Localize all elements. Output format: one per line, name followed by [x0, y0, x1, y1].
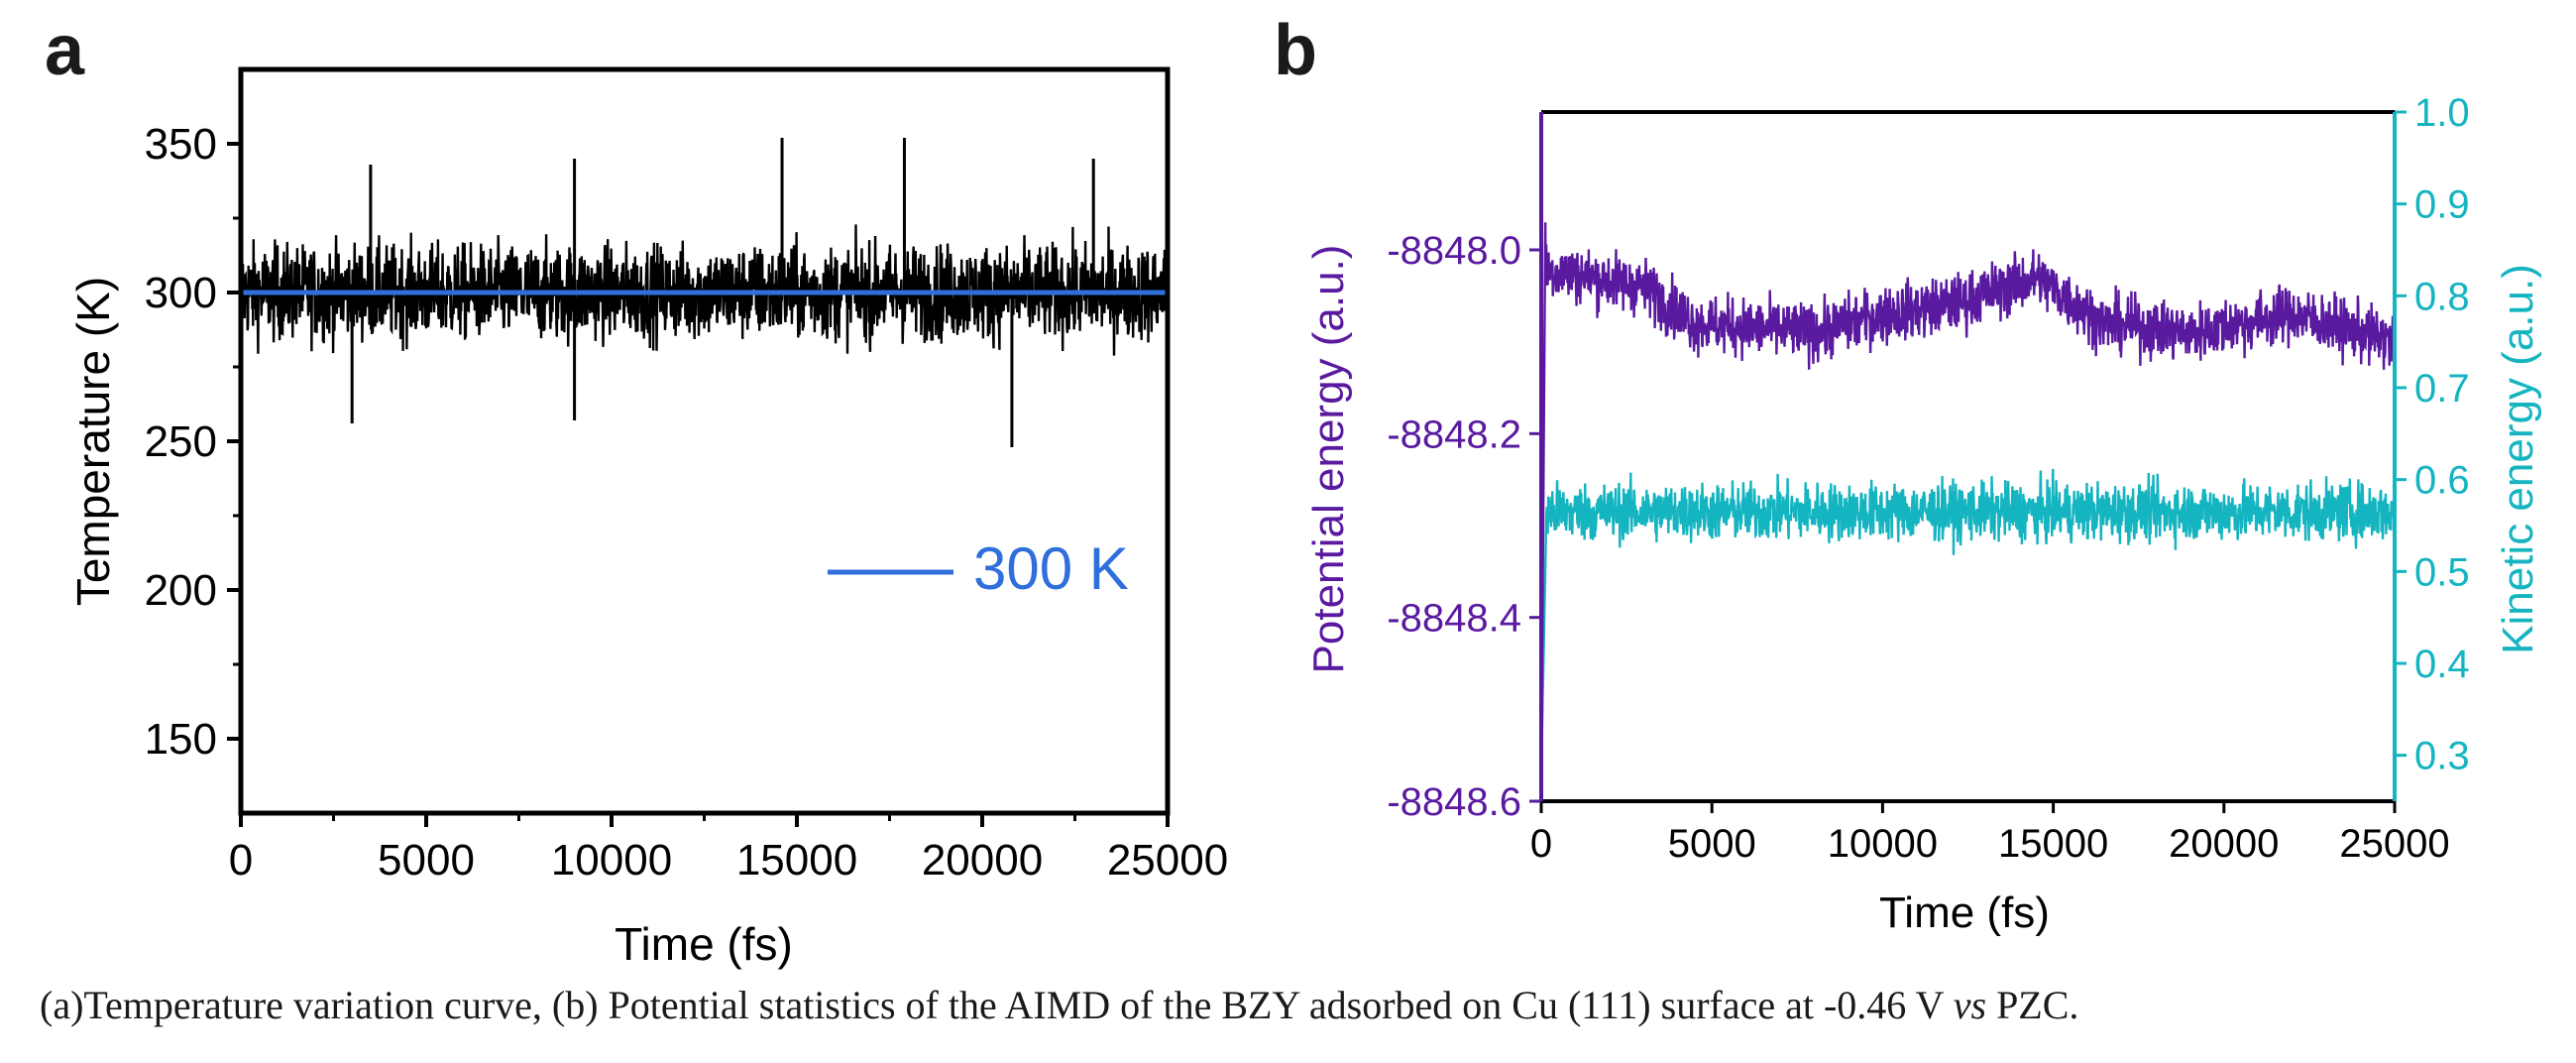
- panel-b-x-axis-label: Time (fs): [1879, 888, 2050, 937]
- panel-b: b 0 5000 10000 15000 20000 25000 -8848.0-8848…: [1274, 11, 2542, 937]
- x-tick-label: 20000: [922, 836, 1043, 885]
- x-tick-label: 10000: [551, 836, 672, 885]
- y-tick-label: 300: [145, 269, 217, 317]
- panel-label-a: a: [45, 11, 85, 90]
- panel-a-legend: 300 K: [828, 535, 1129, 602]
- figure-caption: (a)Temperature variation curve, (b) Pote…: [40, 982, 2557, 1028]
- x-tick-label: 0: [1530, 822, 1552, 866]
- x-tick-label: 0: [229, 836, 253, 885]
- x-tick-label: 15000: [736, 836, 857, 885]
- kinetic-energy-trace: [1539, 468, 2397, 774]
- y-tick-label: -8848.6: [1387, 780, 1521, 824]
- x-tick-label: 15000: [1998, 822, 2108, 866]
- panel-b-y2-axis-label: Kinetic energy (a.u.): [2494, 264, 2542, 654]
- x-tick-label: 5000: [378, 836, 475, 885]
- panel-a-frame: [238, 66, 1171, 816]
- y2-tick-label: 0.8: [2414, 275, 2470, 318]
- y2-tick-label: 0.9: [2414, 183, 2470, 227]
- panel-a-y-ticks: 150 200 250 300 350: [145, 120, 241, 764]
- panel-a-traces: [239, 138, 1170, 496]
- x-tick-label: 20000: [2169, 822, 2279, 866]
- potential-energy-trace: [1539, 222, 2397, 802]
- legend-label-300k: 300 K: [973, 535, 1129, 602]
- panel-b-traces: [1539, 222, 2397, 802]
- y2-tick-label: 0.5: [2414, 550, 2470, 594]
- panel-b-y-axis-label: Potential energy (a.u.): [1304, 245, 1353, 674]
- panel-b-y-ticks: -8848.0 -8848.2 -8848.4 -8848.6: [1387, 229, 1541, 824]
- caption-text: (a)Temperature variation curve, (b) Pote…: [40, 983, 1954, 1027]
- y-tick-label: -8848.2: [1387, 413, 1521, 456]
- panel-b-y2-ticks: 0.3 0.4 0.5 0.6 0.7 0.8 0.9 1.0: [2395, 91, 2470, 778]
- y-tick-label: 200: [145, 566, 217, 615]
- y2-tick-label: 0.4: [2414, 643, 2470, 686]
- y2-tick-label: 0.7: [2414, 367, 2470, 411]
- y2-tick-label: 1.0: [2414, 91, 2470, 135]
- y2-tick-label: 0.6: [2414, 459, 2470, 503]
- panel-a-x-axis-label: Time (fs): [615, 918, 793, 970]
- temperature-trace: [239, 224, 1170, 496]
- x-tick-label: 10000: [1828, 822, 1938, 866]
- x-tick-label: 25000: [1107, 836, 1228, 885]
- panel-a-x-ticks: 0 5000 10000 15000 20000 25000: [229, 813, 1228, 885]
- y2-tick-label: 0.3: [2414, 735, 2470, 778]
- panel-b-x-ticks: 0 5000 10000 15000 20000 25000: [1530, 801, 2450, 866]
- y-tick-label: 350: [145, 120, 217, 169]
- y-tick-label: 150: [145, 715, 217, 764]
- caption-end: PZC.: [1986, 983, 2079, 1027]
- panel-label-b: b: [1274, 11, 1317, 90]
- x-tick-label: 25000: [2339, 822, 2449, 866]
- panel-a-y-axis-label: Temperature (K): [67, 277, 119, 606]
- y-tick-label: -8848.4: [1387, 597, 1521, 641]
- y-tick-label: 250: [145, 417, 217, 466]
- x-tick-label: 5000: [1668, 822, 1756, 866]
- y-tick-label: -8848.0: [1387, 229, 1521, 273]
- panel-a: a 0 5000 10000 15000 20000 25000 150 200 250 300…: [45, 11, 1228, 970]
- panel-b-frame: [1539, 110, 2397, 803]
- caption-italic: vs: [1953, 983, 1987, 1027]
